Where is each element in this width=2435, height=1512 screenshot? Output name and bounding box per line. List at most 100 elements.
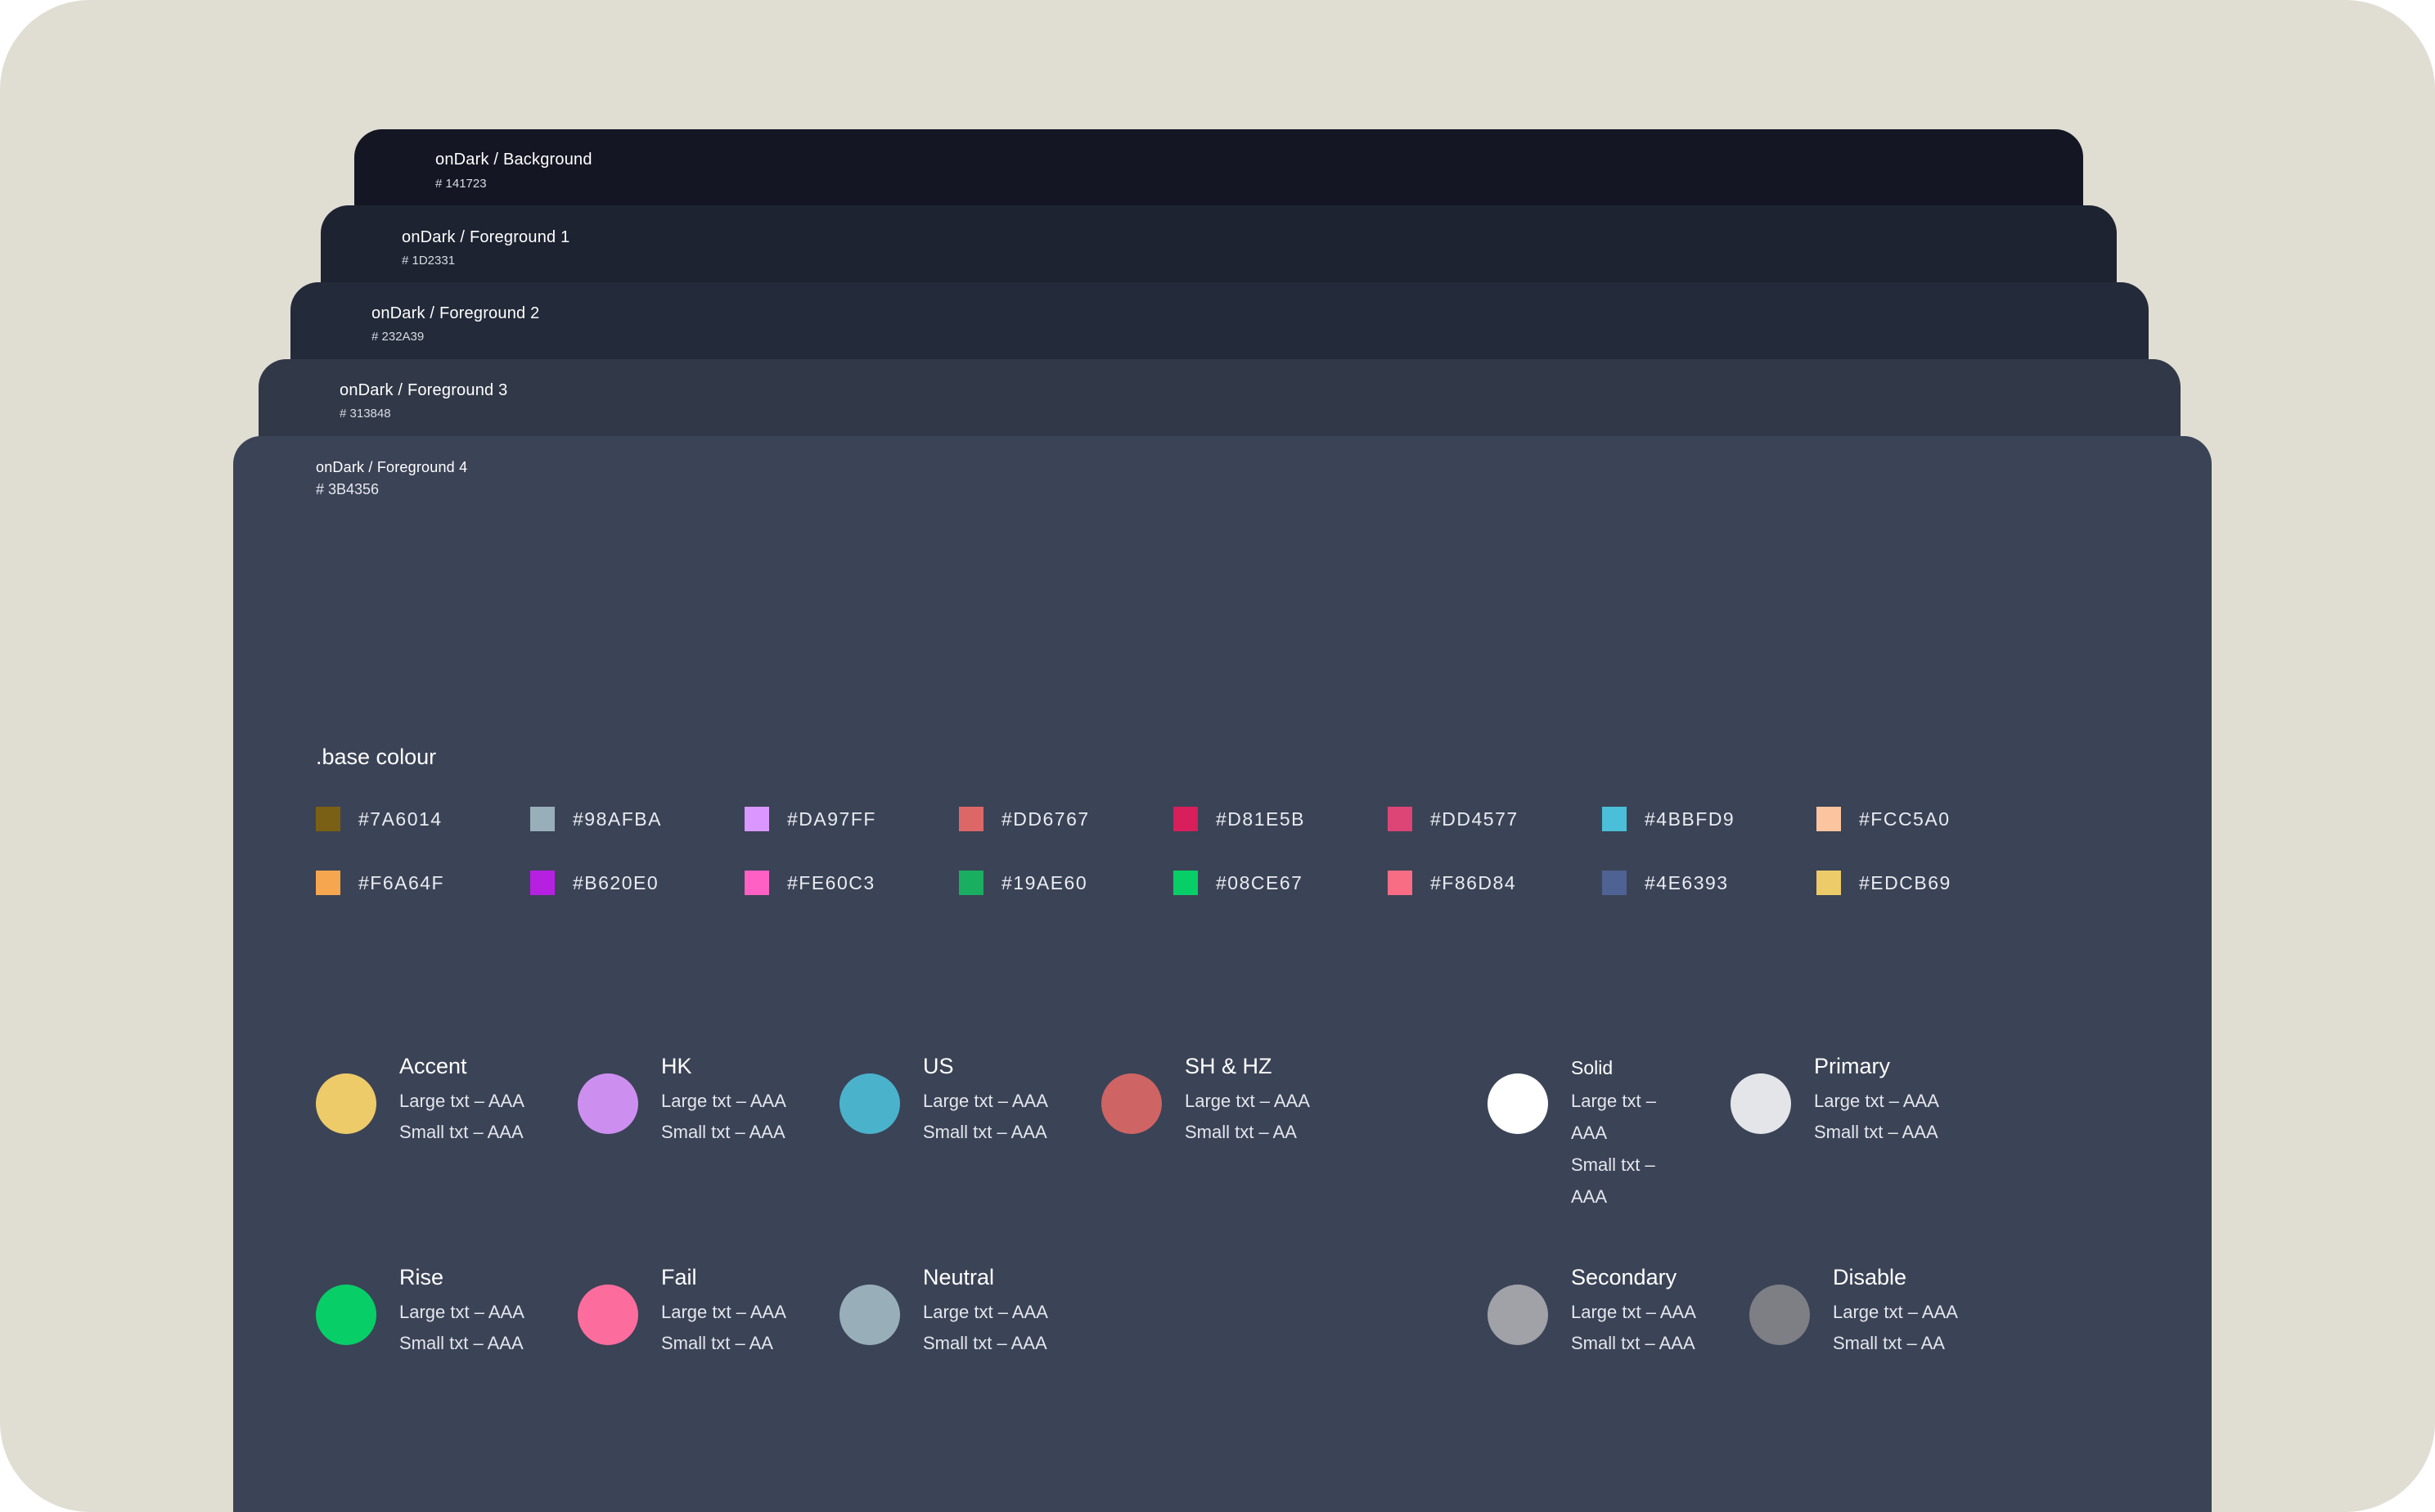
swatch-fe60c3: #FE60C3 xyxy=(745,869,875,897)
color-chip xyxy=(1388,807,1412,831)
role-color-dot xyxy=(1731,1073,1791,1134)
role-small-txt: Small txt – AAA xyxy=(1571,1154,1655,1207)
color-chip xyxy=(1602,807,1627,831)
layer-name: onDark / Foreground 2 xyxy=(371,304,540,322)
swatch-code: #4BBFD9 xyxy=(1645,808,1735,830)
layer-hex: # 1D2331 xyxy=(402,254,456,268)
color-chip xyxy=(1816,871,1841,895)
swatch-f86d84: #F86D84 xyxy=(1388,869,1516,897)
swatch-code: #19AE60 xyxy=(1001,871,1088,893)
swatch-08ce67: #08CE67 xyxy=(1173,869,1303,897)
role-large-txt: Large txt – AAA xyxy=(923,1091,1048,1111)
color-chip xyxy=(959,871,983,895)
base-colour-title: .base colour xyxy=(316,745,437,769)
role-small-txt: Small txt – AA xyxy=(1185,1122,1297,1142)
swatch-da97ff: #DA97FF xyxy=(745,805,876,833)
role-small-txt: Small txt – AA xyxy=(1833,1333,1945,1353)
role-color-dot xyxy=(1101,1073,1162,1134)
role-color-dot xyxy=(839,1073,900,1134)
layer-hex: # 313848 xyxy=(340,407,391,421)
role-name: Accent xyxy=(399,1054,467,1078)
color-chip xyxy=(530,807,555,831)
swatch-code: #4E6393 xyxy=(1645,871,1729,893)
layer-hex: # 3B4356 xyxy=(316,481,380,497)
role-color-dot xyxy=(1488,1285,1548,1345)
swatch-d81e5b: #D81E5B xyxy=(1173,805,1305,833)
role-name: Secondary xyxy=(1571,1265,1677,1289)
color-chip xyxy=(1173,807,1198,831)
swatch-code: #7A6014 xyxy=(358,808,443,830)
layer-hex: # 141723 xyxy=(435,177,487,191)
role-name: Disable xyxy=(1833,1265,1907,1289)
role-large-txt: Large txt – AAA xyxy=(661,1302,786,1322)
swatch-code: #FCC5A0 xyxy=(1859,808,1951,830)
role-small-txt: Small txt – AAA xyxy=(399,1333,524,1353)
layer-hex: # 232A39 xyxy=(371,330,425,344)
role-name: US xyxy=(923,1054,954,1078)
role-large-txt: Large txt – AAA xyxy=(1833,1302,1958,1322)
role-color-dot xyxy=(316,1285,376,1345)
role-name: Solid xyxy=(1571,1057,1614,1078)
swatch-code: #DD6767 xyxy=(1001,808,1090,830)
swatch-code: #FE60C3 xyxy=(787,871,875,893)
role-small-txt: Small txt – AA xyxy=(661,1333,773,1353)
swatch-code: #EDCB69 xyxy=(1859,871,1951,893)
layer-name: onDark / Foreground 1 xyxy=(402,228,570,246)
role-small-txt: Small txt – AAA xyxy=(1571,1333,1695,1353)
swatch-code: #D81E5B xyxy=(1216,808,1305,830)
swatch-code: #08CE67 xyxy=(1216,871,1303,893)
swatch-code: #98AFBA xyxy=(573,808,662,830)
swatch-fcc5a0: #FCC5A0 xyxy=(1816,805,1950,833)
role-name: HK xyxy=(661,1054,692,1078)
color-chip xyxy=(1173,871,1198,895)
role-color-dot xyxy=(839,1285,900,1345)
role-large-txt: Large txt – AAA xyxy=(1571,1302,1696,1322)
color-chip xyxy=(1602,871,1627,895)
color-chip xyxy=(1816,807,1841,831)
color-chip xyxy=(745,871,769,895)
base-colour-swatch-grid: #7A6014 #98AFBA #DA97FF #DD6767 #D81E5B … xyxy=(316,805,2034,911)
role-color-dot xyxy=(578,1073,638,1134)
layer-card-foreground-4: onDark / Foreground 4 # 3B4356 xyxy=(233,436,2212,1512)
swatch-code: #DD4577 xyxy=(1430,808,1519,830)
role-color-dot xyxy=(1749,1285,1810,1345)
swatch-f6a64f: #F6A64F xyxy=(316,869,444,897)
color-chip xyxy=(1388,871,1412,895)
role-color-dot xyxy=(578,1285,638,1345)
swatch-b620e0: #B620E0 xyxy=(530,869,659,897)
role-small-txt: Small txt – AAA xyxy=(661,1122,785,1142)
swatch-code: #F6A64F xyxy=(358,871,445,893)
role-name: Neutral xyxy=(923,1265,995,1289)
swatch-dd4577: #DD4577 xyxy=(1388,805,1519,833)
role-large-txt: Large txt – AAA xyxy=(1814,1091,1939,1111)
role-large-txt: Large txt – AAA xyxy=(1185,1091,1310,1111)
color-chip xyxy=(745,807,769,831)
role-name: Rise xyxy=(399,1265,444,1289)
role-large-txt: Large txt – AAA xyxy=(399,1302,524,1322)
color-chip xyxy=(316,871,340,895)
role-name: Primary xyxy=(1814,1054,1890,1078)
role-color-dot xyxy=(1488,1073,1548,1134)
swatch-19ae60: #19AE60 xyxy=(959,869,1087,897)
color-chip xyxy=(316,807,340,831)
role-color-dot xyxy=(316,1073,376,1134)
role-name: SH & HZ xyxy=(1185,1054,1272,1078)
role-small-txt: Small txt – AAA xyxy=(399,1122,524,1142)
swatch-4bbfd9: #4BBFD9 xyxy=(1602,805,1735,833)
layer-name: onDark / Foreground 4 xyxy=(316,459,468,475)
role-small-txt: Small txt – AAA xyxy=(1814,1122,1938,1142)
layer-name: onDark / Background xyxy=(435,151,592,169)
swatch-98afba: #98AFBA xyxy=(530,805,662,833)
layer-name: onDark / Foreground 3 xyxy=(340,381,508,399)
role-small-txt: Small txt – AAA xyxy=(923,1333,1047,1353)
swatch-7a6014: #7A6014 xyxy=(316,805,443,833)
role-large-txt: Large txt – AAA xyxy=(923,1302,1048,1322)
swatch-dd6767: #DD6767 xyxy=(959,805,1090,833)
swatch-edcb69: #EDCB69 xyxy=(1816,869,1951,897)
role-large-txt: Large txt – AAA xyxy=(399,1091,524,1111)
swatch-code: #DA97FF xyxy=(787,808,876,830)
role-large-txt: Large txt – AAA xyxy=(661,1091,786,1111)
swatch-code: #B620E0 xyxy=(573,871,659,893)
role-small-txt: Small txt – AAA xyxy=(923,1122,1047,1142)
